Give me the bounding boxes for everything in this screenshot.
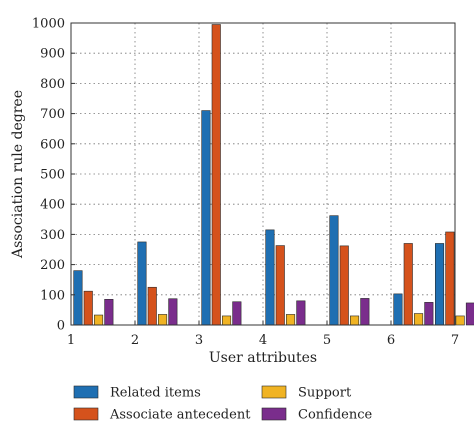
legend: Related items Associate antecedent Support… <box>73 385 372 423</box>
y-tick-label: 300 <box>40 228 65 243</box>
x-tick-label: 4 <box>259 333 267 348</box>
bar <box>104 299 114 326</box>
bar <box>201 110 211 326</box>
y-tick-label: 400 <box>40 198 65 213</box>
y-tick-label: 800 <box>40 77 65 92</box>
bar <box>360 298 370 326</box>
bar <box>445 231 455 326</box>
bar <box>434 243 445 326</box>
bar <box>349 315 360 326</box>
bar <box>275 245 285 326</box>
bar <box>465 302 474 326</box>
bar <box>393 293 403 326</box>
x-tick-label: 7 <box>451 333 459 348</box>
x-tick-label: 2 <box>131 333 139 348</box>
bar <box>413 313 424 326</box>
bar <box>232 301 242 326</box>
legend-swatch <box>261 407 287 421</box>
y-tick-label: 600 <box>40 137 65 152</box>
grid-lines <box>71 23 455 325</box>
bar <box>339 245 349 326</box>
x-axis-title: User attributes <box>209 350 317 366</box>
x-tick-label: 5 <box>323 333 331 348</box>
bar <box>147 286 157 326</box>
bar <box>403 243 413 326</box>
legend-label: Associate antecedent <box>109 408 251 423</box>
legend-label: Support <box>298 386 352 401</box>
legend-swatch <box>73 407 99 421</box>
bar <box>285 314 296 326</box>
x-tick-label: 6 <box>387 333 395 348</box>
bar <box>211 24 221 326</box>
legend-label: Related items <box>110 386 201 401</box>
bar <box>73 270 83 326</box>
y-tick-label: 200 <box>40 258 65 273</box>
y-tick-label: 0 <box>57 319 65 334</box>
y-tick-label: 700 <box>40 107 65 122</box>
bar <box>137 241 147 326</box>
bar <box>455 315 465 326</box>
y-tick-label: 1000 <box>32 17 65 32</box>
x-tick-label: 1 <box>67 333 75 348</box>
bar <box>83 290 93 326</box>
y-tick-label: 100 <box>40 288 65 303</box>
bars <box>73 24 474 326</box>
bar <box>424 302 434 326</box>
legend-label: Confidence <box>298 408 372 423</box>
bar <box>329 215 339 326</box>
bar <box>168 298 178 326</box>
x-tick-label: 3 <box>195 333 203 348</box>
bar <box>265 229 275 326</box>
bar <box>158 314 168 326</box>
legend-swatch <box>73 385 99 399</box>
bar <box>222 315 232 326</box>
y-axis-title: Association rule degree <box>10 90 26 259</box>
bar <box>94 314 104 326</box>
legend-swatch <box>261 385 287 399</box>
bar <box>296 300 306 326</box>
y-tick-label: 500 <box>40 168 65 183</box>
y-tick-label: 900 <box>40 47 65 62</box>
axis-ticks: 0 100 200 300 400 500 600 700 800 900 1000 1 2 3 4 5 6 7 <box>32 17 459 349</box>
